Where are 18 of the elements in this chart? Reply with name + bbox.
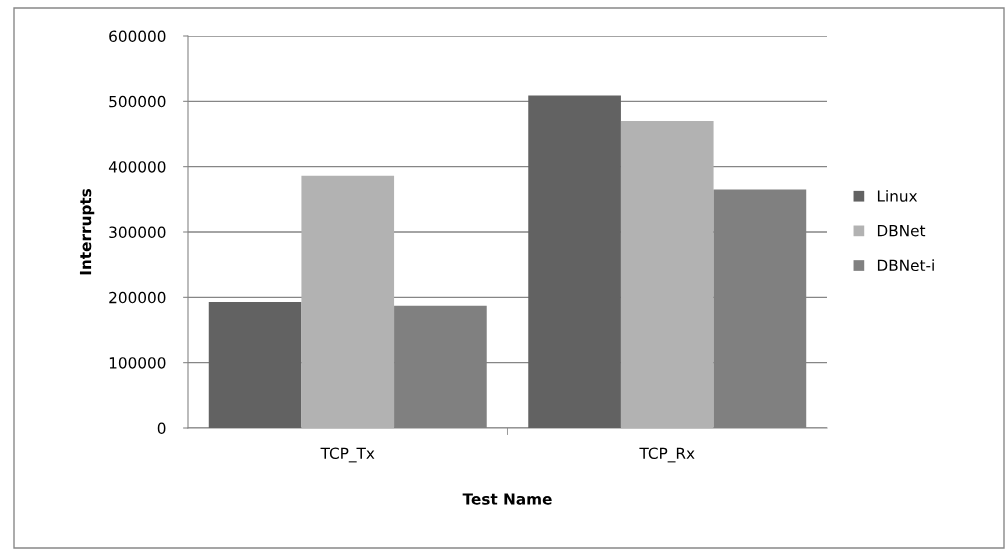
y-tick-label: 0 [157, 422, 166, 435]
y-tick-label: 500000 [109, 95, 166, 108]
legend-label: Linux [877, 189, 918, 202]
bar [301, 175, 395, 428]
y-tick-label: 200000 [109, 291, 166, 304]
y-tick-label: 100000 [109, 357, 166, 369]
bar [620, 120, 714, 428]
bar [208, 301, 302, 428]
x-tick-label: TCP_Tx [320, 447, 375, 463]
bar [528, 95, 621, 428]
x-tick-label: TCP_Rx [639, 447, 695, 463]
y-axis-title: Interrupts [79, 188, 95, 275]
y-tick-label: 400000 [108, 161, 166, 173]
legend-label: DBNet [877, 225, 926, 237]
x-axis-title: Test Name [462, 493, 552, 505]
y-tick-label: 300000 [109, 226, 166, 239]
y-tick-label: 600000 [109, 30, 166, 43]
legend-label: DBNet-i [877, 259, 934, 272]
